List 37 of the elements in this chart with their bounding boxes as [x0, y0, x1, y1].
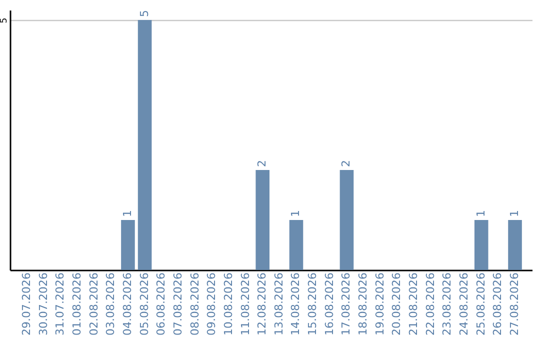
x-tick-label: 05.08.2026: [138, 272, 151, 336]
x-tick-label: 02.08.2026: [87, 272, 100, 336]
x-tick-label: 20.08.2026: [390, 272, 404, 336]
x-tick-label: 10.08.2026: [222, 272, 235, 336]
x-tick-label: 26.08.2026: [491, 272, 504, 336]
x-tick-label: 30.07.2026: [36, 272, 50, 336]
data-label: 1: [508, 210, 522, 217]
x-tick-label: 22.08.2026: [424, 272, 437, 336]
x-tick-label: 18.08.2026: [356, 272, 370, 336]
x-tick-label: 08.08.2026: [188, 272, 202, 336]
data-label: 1: [120, 210, 134, 217]
data-label: 1: [474, 210, 488, 217]
x-tick-label: 27.08.2026: [508, 272, 522, 336]
data-label: 2: [256, 160, 269, 167]
x-tick-label: 03.08.2026: [104, 272, 118, 336]
x-tick-label: 25.08.2026: [474, 272, 488, 336]
x-tick-label: 23.08.2026: [440, 272, 454, 336]
x-tick-label: 29.07.2026: [20, 272, 33, 336]
x-tick-label: 19.08.2026: [373, 272, 386, 336]
x-tick-label: 09.08.2026: [205, 272, 218, 336]
x-tick-label: 04.08.2026: [120, 272, 134, 336]
x-tick-label: 15.08.2026: [306, 272, 320, 336]
x-tick-label: 06.08.2026: [154, 272, 168, 336]
data-label: 1: [289, 210, 302, 217]
x-tick-label: 14.08.2026: [289, 272, 302, 336]
data-label: 2: [340, 160, 353, 167]
data-label: 5: [138, 10, 151, 17]
x-tick-label: 31.07.2026: [54, 272, 67, 336]
x-tick-label: 17.08.2026: [340, 272, 353, 336]
x-tick-label: 13.08.2026: [272, 272, 286, 336]
x-tick-label: 01.08.2026: [70, 272, 84, 336]
x-tick-label: 24.08.2026: [458, 272, 471, 336]
x-tick-label: 12.08.2026: [256, 272, 269, 336]
x-tick-label: 21.08.2026: [407, 272, 420, 336]
x-tick-label: 11.08.2026: [238, 272, 252, 336]
x-tick-label: 07.08.2026: [171, 272, 184, 336]
x-tick-label: 16.08.2026: [322, 272, 336, 336]
